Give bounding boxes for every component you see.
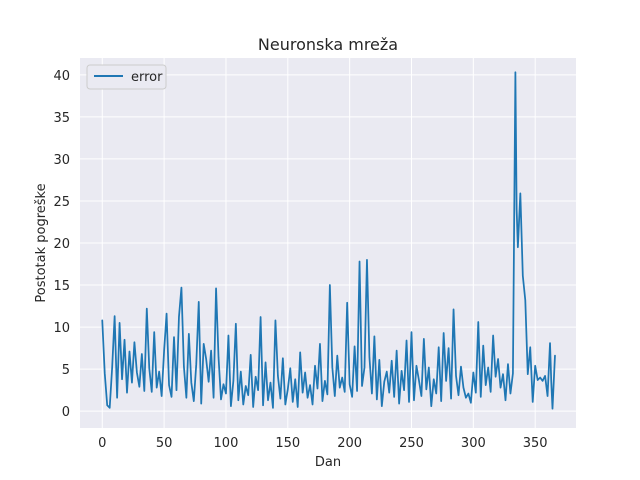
x-tick-label: 300: [461, 436, 486, 451]
legend-box: [86, 64, 167, 90]
x-tick-label: 150: [275, 436, 300, 451]
x-tick-label: 100: [214, 436, 239, 451]
y-tick-label: 35: [53, 111, 70, 126]
y-tick-label: 25: [53, 195, 70, 210]
series-layer: [101, 71, 556, 410]
legend-series-label: error: [131, 70, 163, 85]
y-tick-label: 40: [53, 69, 70, 84]
x-tick-label: 250: [399, 436, 424, 451]
series-line-error: [101, 71, 556, 410]
y-tick-label: 15: [53, 279, 70, 294]
y-tick-label: 20: [53, 237, 70, 252]
x-tick-label: 200: [337, 436, 362, 451]
y-axis-ticks: 0 5 10 15 20 25 30 35 40: [53, 69, 70, 420]
y-tick-label: 30: [53, 153, 70, 168]
x-tick-label: 350: [523, 436, 548, 451]
x-axis-ticks: 0 50 100 150 200 250 300 350: [98, 436, 547, 451]
y-tick-label: 10: [53, 321, 70, 336]
x-tick-label: 0: [98, 436, 106, 451]
x-tick-label: 50: [156, 436, 173, 451]
y-tick-label: 5: [62, 363, 70, 378]
y-axis-label: Postotak pogreške: [34, 183, 49, 302]
legend: error: [86, 64, 167, 90]
chart-title: Neuronska mreža: [258, 35, 398, 54]
y-tick-label: 0: [62, 405, 70, 420]
x-axis-label: Dan: [315, 455, 341, 470]
